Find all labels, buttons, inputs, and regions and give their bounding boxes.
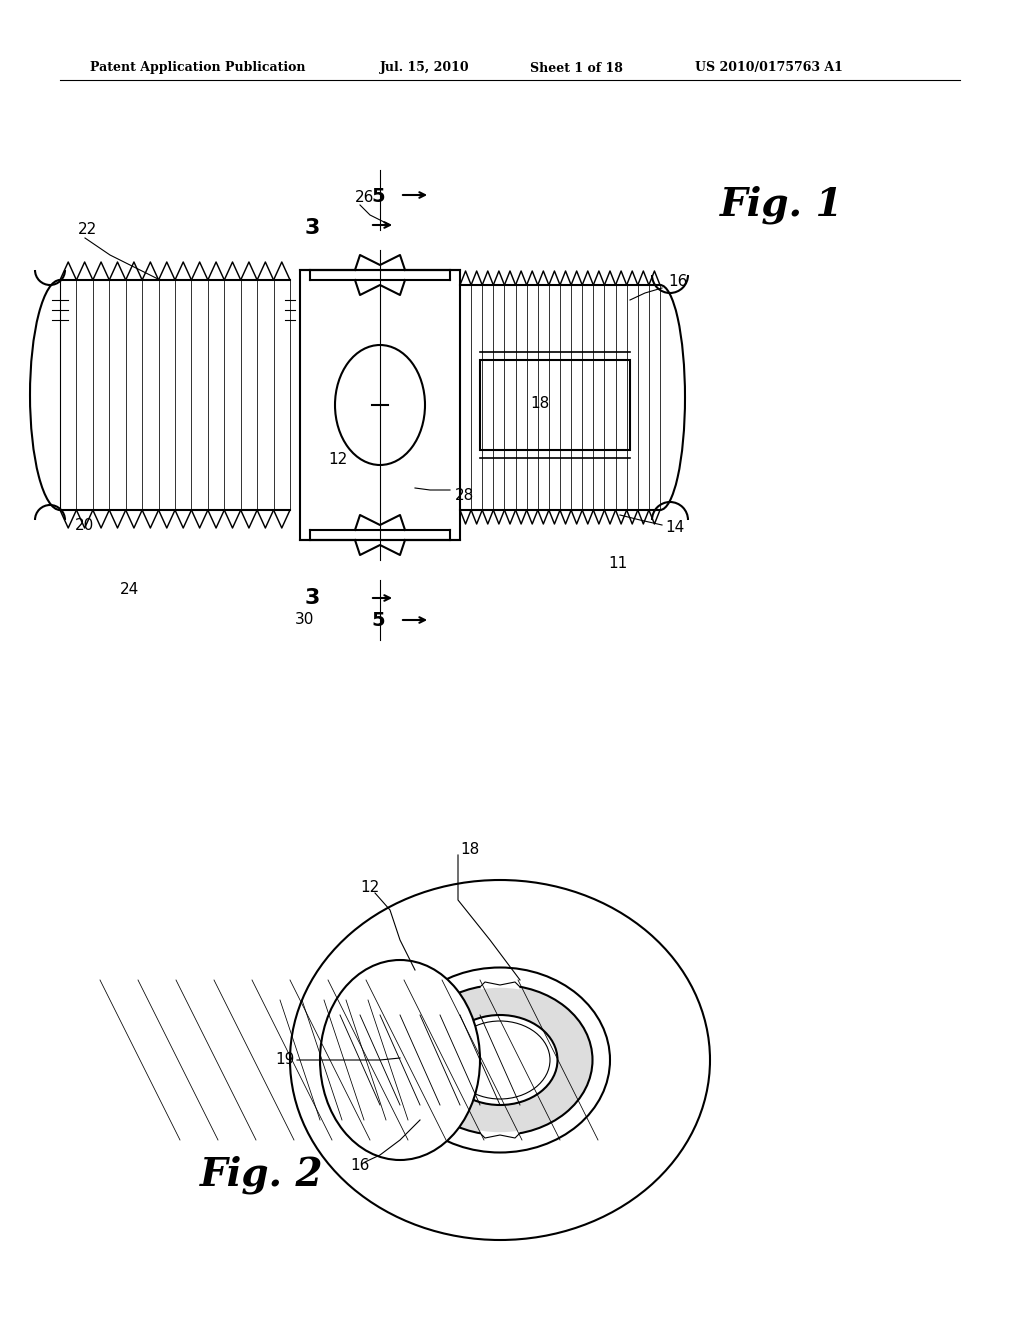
Text: 14: 14 — [665, 520, 684, 535]
Text: 3: 3 — [304, 218, 319, 238]
Text: 30: 30 — [295, 612, 314, 627]
Ellipse shape — [408, 985, 593, 1135]
Text: Fig. 1: Fig. 1 — [720, 186, 844, 224]
Text: US 2010/0175763 A1: US 2010/0175763 A1 — [695, 62, 843, 74]
Text: 12: 12 — [360, 880, 379, 895]
Ellipse shape — [442, 1015, 557, 1105]
Text: 18: 18 — [460, 842, 479, 858]
Text: 18: 18 — [530, 396, 550, 411]
Text: 19: 19 — [275, 1052, 295, 1068]
Bar — [480, 360, 630, 450]
Ellipse shape — [319, 960, 480, 1160]
Circle shape — [453, 1059, 457, 1063]
Text: 16: 16 — [350, 1158, 370, 1172]
Text: 11: 11 — [608, 556, 628, 570]
Text: 20: 20 — [75, 517, 94, 532]
Text: Fig. 2: Fig. 2 — [200, 1156, 324, 1195]
Text: 5: 5 — [372, 187, 385, 206]
Text: 28: 28 — [455, 487, 474, 503]
Text: 12: 12 — [329, 453, 347, 467]
Text: 5: 5 — [372, 610, 385, 630]
Ellipse shape — [390, 968, 610, 1152]
Text: Jul. 15, 2010: Jul. 15, 2010 — [380, 62, 470, 74]
Text: 3: 3 — [304, 587, 319, 609]
Text: 16: 16 — [668, 275, 687, 289]
Text: Sheet 1 of 18: Sheet 1 of 18 — [530, 62, 623, 74]
Text: 22: 22 — [78, 223, 97, 238]
Text: 26: 26 — [355, 190, 375, 206]
Text: 24: 24 — [120, 582, 139, 598]
Text: Patent Application Publication: Patent Application Publication — [90, 62, 305, 74]
